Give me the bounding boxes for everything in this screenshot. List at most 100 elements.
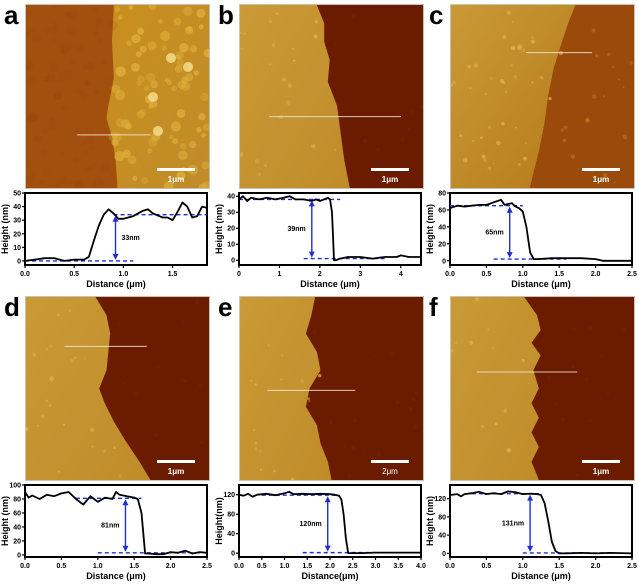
y-tick-label: 40 [13, 204, 21, 211]
y-axis-label: Height (nm) [425, 496, 435, 546]
afm-film-region [240, 297, 332, 480]
x-tick-label: 1.0 [518, 271, 528, 278]
x-tick-label: 0.0 [20, 271, 30, 278]
arrowhead-down-icon [324, 545, 331, 552]
scale-bar [157, 460, 195, 463]
x-tick-label: 0.5 [482, 563, 492, 570]
afm-film-region [451, 5, 576, 188]
arrowhead-down-icon [506, 252, 513, 259]
y-tick-label: 0 [442, 258, 446, 265]
afm-film-region [26, 297, 151, 480]
arrowhead-up-icon [527, 494, 534, 501]
step-height-label: 81nm [101, 523, 119, 530]
height-profile-line [24, 491, 208, 556]
scale-bar-label: 1μm [168, 175, 184, 184]
y-tick-label: 120 [434, 496, 446, 503]
y-tick-label: 120 [223, 492, 235, 499]
afm-film-region [451, 297, 541, 480]
afm-film-region [240, 5, 350, 188]
afm-image-e: 2μm [239, 296, 424, 481]
x-tick-label: 4.0 [416, 563, 426, 570]
panel-label-f: f [429, 292, 438, 322]
y-axis-label: Height (nm) [425, 204, 435, 254]
x-tick-label: 2.0 [591, 271, 601, 278]
x-tick-label: 2.0 [325, 563, 335, 570]
afm-image-f: 1μm [450, 296, 635, 481]
height-profile-line [238, 490, 421, 554]
step-height-label: 120nm [300, 521, 322, 528]
step-height-label: 39nm [288, 226, 306, 233]
plot-frame [24, 484, 208, 558]
arrowhead-up-icon [112, 215, 119, 222]
x-tick-label: 1.5 [168, 271, 178, 278]
y-tick-label: 80 [438, 514, 446, 521]
x-tick-label: 0 [237, 271, 241, 278]
y-tick-label: 0 [442, 551, 446, 558]
x-tick-label: 2.0 [166, 563, 176, 570]
x-tick-label: 0.5 [69, 271, 79, 278]
y-tick-label: 0 [17, 258, 21, 265]
x-tick-label: 1.5 [129, 563, 139, 570]
step-height-label: 33nm [122, 235, 140, 242]
y-axis-label: Height (nm) [0, 204, 10, 254]
arrowhead-up-icon [122, 499, 129, 506]
x-tick-label: 2.5 [627, 563, 637, 570]
y-tick-label: 10 [227, 242, 235, 249]
x-axis-label: Distance(μm) [301, 571, 358, 581]
x-tick-label: 0.0 [20, 563, 30, 570]
y-tick-label: 40 [438, 224, 446, 231]
height-profile-chart-a: 0 10 20 30 40 50 0.0 0.5 1.0 1.5 Distance (μm) Heig… [0, 187, 212, 296]
height-profile-chart-b: 0 10 20 30 40 0 1 2 3 4 Distance (μm) Height (nm) 39… [214, 187, 426, 296]
height-profile-line [24, 201, 208, 262]
afm-image-b: 1μm [239, 4, 424, 189]
y-tick-label: 20 [13, 231, 21, 238]
y-tick-label: 20 [438, 241, 446, 248]
arrowhead-up-icon [506, 206, 513, 213]
x-tick-label: 0.0 [445, 563, 455, 570]
y-tick-label: 60 [438, 207, 446, 214]
y-tick-label: 80 [227, 512, 235, 519]
x-tick-label: 1.5 [554, 563, 564, 570]
x-tick-label: 0.0 [445, 271, 455, 278]
plot-frame [238, 192, 422, 266]
height-profile-line [449, 198, 632, 262]
x-tick-label: 2.5 [348, 563, 358, 570]
x-tick-label: 1.5 [554, 271, 564, 278]
x-tick-label: 3 [358, 271, 362, 278]
arrowhead-up-icon [308, 200, 315, 207]
step-height-label: 65nm [485, 229, 503, 236]
x-tick-label: 1.5 [302, 563, 312, 570]
x-axis-label: Distance (μm) [86, 279, 146, 289]
scale-bar [157, 168, 195, 171]
x-tick-label: 2.0 [591, 563, 601, 570]
y-tick-label: 20 [13, 538, 21, 545]
y-tick-label: 0 [231, 551, 235, 558]
x-axis-label: Distance (μm) [86, 571, 146, 581]
y-tick-label: 30 [13, 218, 21, 225]
x-axis-label: Distance (μm) [511, 571, 571, 581]
y-tick-label: 50 [13, 191, 21, 198]
x-tick-label: 0.5 [482, 271, 492, 278]
step-height-label: 131nm [502, 520, 524, 527]
arrowhead-down-icon [308, 251, 315, 258]
arrowhead-down-icon [112, 253, 119, 260]
height-profile-chart-d: 0 20 40 60 80 100 0.0 0.5 1.0 1.5 2.0 2.5 Distance (… [0, 479, 212, 588]
scale-bar [371, 460, 409, 463]
scale-bar-label: 2μm [382, 467, 398, 476]
plot-frame [449, 192, 633, 266]
x-tick-label: 1.0 [280, 563, 290, 570]
y-tick-label: 80 [13, 496, 21, 503]
x-tick-label: 1.0 [119, 271, 129, 278]
plot-frame [24, 192, 208, 266]
y-tick-label: 80 [438, 191, 446, 198]
panel-label-c: c [429, 0, 444, 30]
y-axis-label: Height(nm) [214, 497, 224, 545]
y-tick-label: 40 [227, 194, 235, 201]
x-tick-label: 3.5 [393, 563, 403, 570]
x-axis-label: Distance (μm) [511, 279, 571, 289]
x-tick-label: 4 [399, 271, 403, 278]
x-tick-label: 0.0 [234, 563, 244, 570]
panel-label-a: a [4, 0, 19, 30]
y-axis-label: Height (nm) [0, 496, 10, 546]
afm-image-a: 1μm [25, 4, 210, 189]
